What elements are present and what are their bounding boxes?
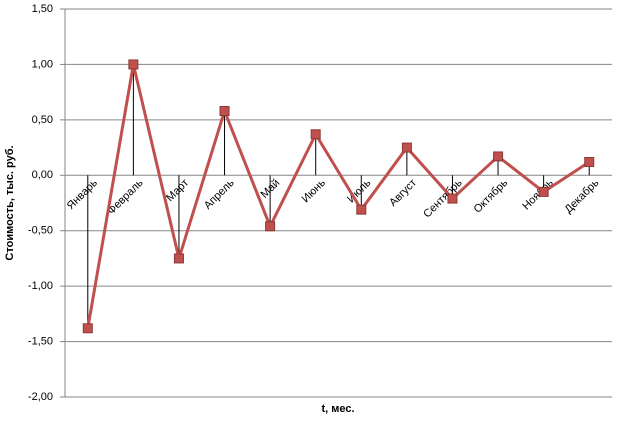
marker [538,186,549,197]
y-tick-label: 0,50 [32,114,53,126]
y-tick-label: 1,00 [32,58,53,70]
y-axis-label: Стоимость, тыс. руб. [4,145,16,260]
x-tick-label: Декабрь [563,177,602,216]
x-tick-label: Ноябрь [520,177,556,213]
y-tick-label: -0,50 [28,225,53,237]
marker [401,142,412,153]
x-tick-label: Август [387,177,419,209]
marker [82,323,93,334]
marker [128,59,139,70]
x-tick-label: Сентябрь [421,177,465,221]
y-tick-label: -1,00 [28,280,53,292]
x-tick-label: Июнь [300,177,328,205]
marker [356,204,367,215]
x-tick-label: Январь [65,177,100,212]
x-tick-label: Апрель [202,177,237,212]
y-tick-label: 1,50 [32,3,53,15]
y-tick-label: 0,00 [32,169,53,181]
x-tick-label: Октябрь [472,177,511,216]
series-line [86,62,591,329]
marker [173,253,184,264]
marker [219,105,230,116]
marker [447,193,458,204]
x-axis-label: t, мес. [321,403,354,415]
marker [584,156,595,167]
y-tick-label: -1,50 [28,335,53,347]
x-tick-label: Март [164,177,191,204]
marker [265,221,276,232]
marker [493,151,504,162]
marker [310,129,321,140]
y-tick-label: -2,00 [28,391,53,403]
